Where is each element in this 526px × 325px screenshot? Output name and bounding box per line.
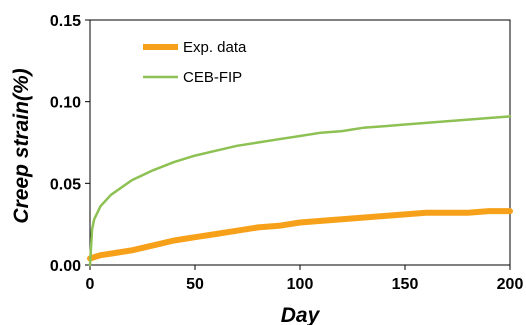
y-tick-label: 0.15 <box>50 13 81 30</box>
series-layer <box>87 115 513 267</box>
y-tick-label: 0.00 <box>50 258 81 275</box>
x-tick-label: 50 <box>186 276 204 293</box>
y-tick-label: 0.10 <box>50 95 81 112</box>
y-tick-label: 0.05 <box>50 176 81 193</box>
series-line-ceb-fip <box>88 115 512 267</box>
y-axis-title: Creep strain(%) <box>10 68 33 223</box>
x-axis-title: Day <box>281 304 321 325</box>
x-tick-label: 200 <box>497 276 524 293</box>
legend-label-ceb-fip: CEB-FIP <box>183 69 242 86</box>
series-line-exp-data <box>87 208 513 262</box>
axes: 0 50 100 150 200 0.00 0.05 0.10 0.15 <box>50 13 524 293</box>
plot-area-frame <box>89 19 511 266</box>
x-tick-label: 0 <box>86 276 95 293</box>
legend: Exp. data CEB-FIP <box>143 39 247 86</box>
x-tick-label: 150 <box>392 276 419 293</box>
x-tick-label: 100 <box>287 276 314 293</box>
legend-label-exp-data: Exp. data <box>183 39 247 56</box>
